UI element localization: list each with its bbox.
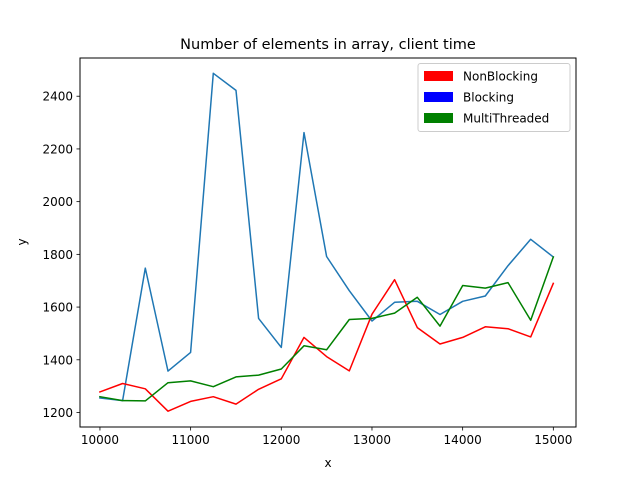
plot-frame bbox=[79, 57, 577, 428]
x-tick-label: 11000 bbox=[172, 433, 210, 447]
x-axis-label: x bbox=[324, 456, 331, 470]
y-tick-label: 2000 bbox=[42, 195, 73, 209]
legend: NonBlocking Blocking MultiThreaded bbox=[417, 63, 571, 132]
legend-frame bbox=[417, 63, 571, 132]
y-tick-label: 2400 bbox=[42, 90, 73, 104]
legend-label: NonBlocking bbox=[463, 70, 538, 84]
legend-swatch bbox=[424, 92, 453, 102]
x-tick-label: 15000 bbox=[534, 433, 572, 447]
y-tick-label: 2200 bbox=[42, 142, 73, 156]
y-tick-label: 1200 bbox=[42, 406, 73, 420]
series-line-1 bbox=[98, 278, 555, 412]
legend-label: Blocking bbox=[463, 91, 514, 105]
y-axis: 1200 1400 1600 1800 2000 2200 2400 bbox=[42, 90, 80, 420]
plot-area bbox=[98, 72, 555, 412]
legend-swatch bbox=[424, 71, 453, 81]
y-tick-label: 1400 bbox=[42, 353, 73, 367]
x-tick-label: 13000 bbox=[353, 433, 391, 447]
x-tick-label: 10000 bbox=[81, 433, 119, 447]
legend-swatch bbox=[424, 113, 453, 123]
y-tick-label: 1600 bbox=[42, 301, 73, 315]
x-tick-label: 14000 bbox=[444, 433, 482, 447]
x-tick-label: 12000 bbox=[262, 433, 300, 447]
y-axis-label: y bbox=[15, 238, 29, 245]
series-line-2 bbox=[99, 256, 555, 402]
legend-label: MultiThreaded bbox=[463, 112, 549, 126]
x-axis: 10000 11000 12000 13000 14000 15000 bbox=[81, 427, 572, 447]
chart-title: Number of elements in array, client time bbox=[180, 37, 476, 53]
y-tick-label: 1800 bbox=[42, 248, 73, 262]
series-line-0 bbox=[99, 72, 555, 402]
